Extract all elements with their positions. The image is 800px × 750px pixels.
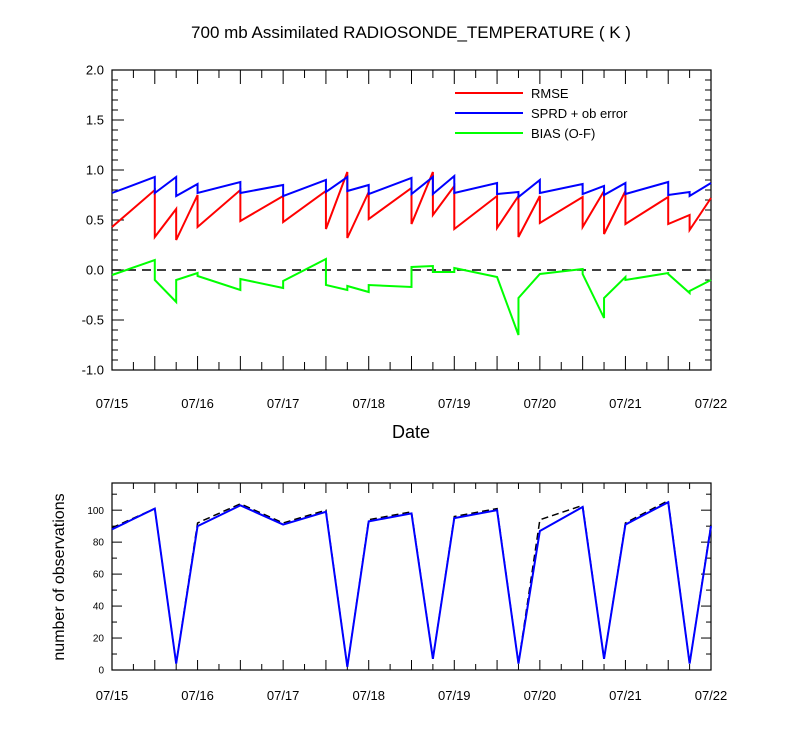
x-tick-label: 07/15 xyxy=(96,396,129,411)
legend-label: BIAS (O-F) xyxy=(531,126,595,141)
top-plot: -1.0 -0.5 0.0 0.5 1.0 1.5 2.0 07/15 07/16 07/17 07… xyxy=(82,63,728,411)
y-tick-label: 60 xyxy=(93,570,105,581)
x-tick-label: 07/19 xyxy=(438,396,471,411)
x-tick-label: 07/18 xyxy=(352,396,385,411)
y-tick-label: 0.5 xyxy=(86,213,104,228)
x-tick-label: 07/21 xyxy=(609,688,642,703)
y-tick-label: 0.0 xyxy=(86,263,104,278)
bottom-y-axis-label: number of observations xyxy=(51,493,68,660)
y-tick-label: 1.0 xyxy=(86,163,104,178)
series-line-assimilated-observations xyxy=(111,500,712,667)
top-x-axis-label: Date xyxy=(392,422,430,442)
y-tick-label: 2.0 xyxy=(86,63,104,78)
bottom-plot: 0 20 40 60 80 100 07/15 07/16 07/17 07/18 07/19 07/… xyxy=(87,482,728,703)
series-line-bias-o-f xyxy=(111,257,712,336)
y-tick-label: 100 xyxy=(87,506,104,517)
x-tick-label: 07/18 xyxy=(352,688,385,703)
plot-frame xyxy=(111,482,712,671)
series-line-sprd-ob-error xyxy=(111,173,712,200)
y-tick-label: -1.0 xyxy=(82,363,104,378)
x-tick-label: 07/17 xyxy=(267,396,300,411)
y-tick-label: 0 xyxy=(98,666,104,677)
x-tick-label: 07/20 xyxy=(524,396,557,411)
y-tick-label: 80 xyxy=(93,538,105,549)
x-tick-label: 07/20 xyxy=(524,688,557,703)
x-tick-label: 07/17 xyxy=(267,688,300,703)
chart-title: 700 mb Assimilated RADIOSONDE_TEMPERATUR… xyxy=(191,23,631,42)
y-tick-label: 1.5 xyxy=(86,113,104,128)
x-tick-label: 07/16 xyxy=(181,396,214,411)
legend-label: SPRD + ob error xyxy=(531,106,628,121)
x-tick-label: 07/22 xyxy=(695,688,728,703)
legend-label: RMSE xyxy=(531,86,569,101)
y-tick-label: -0.5 xyxy=(82,313,104,328)
x-tick-label: 07/19 xyxy=(438,688,471,703)
legend: RMSE SPRD + ob error BIAS (O-F) xyxy=(455,86,628,141)
x-tick-label: 07/21 xyxy=(609,396,642,411)
series-line-total-observations xyxy=(111,499,712,667)
x-tick-label: 07/15 xyxy=(96,688,129,703)
x-tick-label: 07/22 xyxy=(695,396,728,411)
y-tick-label: 40 xyxy=(93,602,105,613)
y-tick-label: 20 xyxy=(93,634,105,645)
x-tick-label: 07/16 xyxy=(181,688,214,703)
